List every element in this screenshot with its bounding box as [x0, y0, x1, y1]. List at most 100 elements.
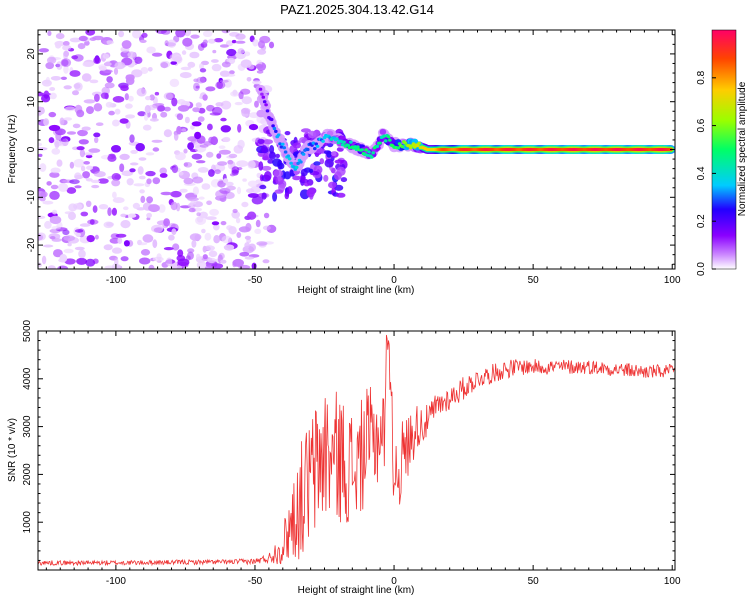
noise-blob	[198, 107, 206, 114]
transition-blob	[257, 138, 265, 145]
noise-blob	[79, 223, 91, 227]
ridge-segment	[315, 144, 320, 148]
noise-blob	[168, 234, 175, 241]
noise-blob	[130, 149, 138, 154]
noise-blob	[85, 178, 93, 182]
noise-blob	[256, 70, 264, 74]
snr-frame	[37, 330, 676, 571]
transition-blob	[261, 192, 267, 200]
noise-blob	[77, 43, 86, 50]
ridge-segment	[286, 154, 291, 158]
ridge-segment	[388, 138, 392, 142]
noise-blob	[142, 124, 152, 131]
ridge-segment	[349, 140, 353, 144]
noise-blob	[187, 136, 198, 142]
noise-blob	[202, 39, 208, 45]
ridge-segment	[400, 145, 405, 149]
noise-blob	[205, 86, 216, 92]
noise-blob	[183, 177, 194, 185]
noise-blob	[106, 76, 113, 83]
noise-blob	[172, 243, 180, 251]
noise-blob	[197, 167, 209, 173]
noise-blob	[194, 131, 202, 140]
ridge-segment	[335, 137, 339, 141]
noise-blob	[219, 44, 229, 48]
noise-blob	[195, 102, 202, 108]
noise-blob	[127, 213, 137, 218]
noise-blob	[103, 62, 112, 67]
ridge-segment	[313, 147, 317, 151]
noise-blob	[179, 72, 192, 79]
ridge-segment	[340, 143, 345, 147]
noise-blob	[97, 178, 109, 184]
y-tick-label: -10	[26, 190, 37, 205]
noise-blob	[92, 258, 99, 264]
noise-blob	[169, 53, 181, 62]
noise-blob	[207, 257, 217, 264]
ridge-segment	[378, 141, 382, 145]
ridge-segment	[301, 152, 306, 156]
noise-blob	[263, 212, 270, 219]
noise-blob	[228, 153, 238, 159]
transition-blob	[334, 184, 344, 191]
noise-blob	[171, 164, 179, 174]
spectrogram-y-axis: -20 -10 0 10 20	[26, 34, 675, 265]
transition-blob	[307, 130, 317, 139]
noise-blob	[211, 221, 220, 226]
noise-blob	[248, 243, 256, 252]
ridge-segment	[367, 150, 371, 154]
noise-blob	[209, 208, 220, 216]
noise-blob	[42, 200, 54, 205]
noise-blob	[89, 219, 95, 225]
noise-blob	[214, 169, 221, 175]
noise-blob	[206, 151, 214, 158]
noise-blob	[268, 41, 275, 49]
noise-blob	[189, 233, 202, 241]
x-tick-label: -50	[248, 576, 263, 587]
noise-blob	[199, 63, 204, 70]
noise-blob	[76, 257, 88, 265]
ridge-segment	[363, 152, 367, 156]
noise-blob	[171, 228, 177, 235]
snr-line	[38, 334, 675, 567]
noise-blob	[188, 207, 196, 213]
noise-blob	[224, 73, 236, 77]
noise-blob	[159, 167, 167, 175]
y-tick-label: 10	[26, 96, 37, 108]
noise-blob	[56, 159, 63, 167]
noise-blob	[88, 148, 101, 153]
noise-blob	[68, 211, 76, 221]
noise-blob	[104, 82, 115, 89]
noise-blob	[187, 61, 196, 68]
noise-blob	[121, 40, 132, 49]
ridge-segment	[296, 161, 300, 165]
noise-blob	[112, 191, 117, 199]
x-tick-label: 100	[664, 576, 681, 587]
noise-blob	[262, 259, 270, 264]
ridge-segment	[371, 151, 376, 155]
transition-blob	[274, 189, 284, 194]
noise-blob	[51, 148, 61, 155]
noise-blob	[49, 87, 56, 91]
ridge-segment	[311, 141, 316, 145]
noise-blob	[205, 216, 217, 221]
noise-blob	[114, 61, 126, 70]
noise-blob	[86, 165, 93, 170]
noise-blob	[215, 81, 226, 89]
noise-blob	[78, 35, 88, 42]
ridge-segment	[262, 100, 267, 104]
transition-blob	[287, 186, 293, 194]
transition-blob	[259, 184, 267, 190]
noise-blob	[202, 94, 208, 101]
noise-blob	[148, 264, 155, 269]
noise-blob	[197, 116, 205, 122]
snr-x-label: Height of straight line (km)	[298, 585, 415, 596]
noise-blob	[192, 107, 200, 113]
noise-blob	[64, 258, 76, 265]
transition-blob	[328, 181, 337, 189]
noise-blob	[73, 158, 85, 168]
noise-blob	[159, 173, 168, 178]
noise-blob	[119, 153, 130, 160]
noise-blob	[221, 30, 230, 34]
